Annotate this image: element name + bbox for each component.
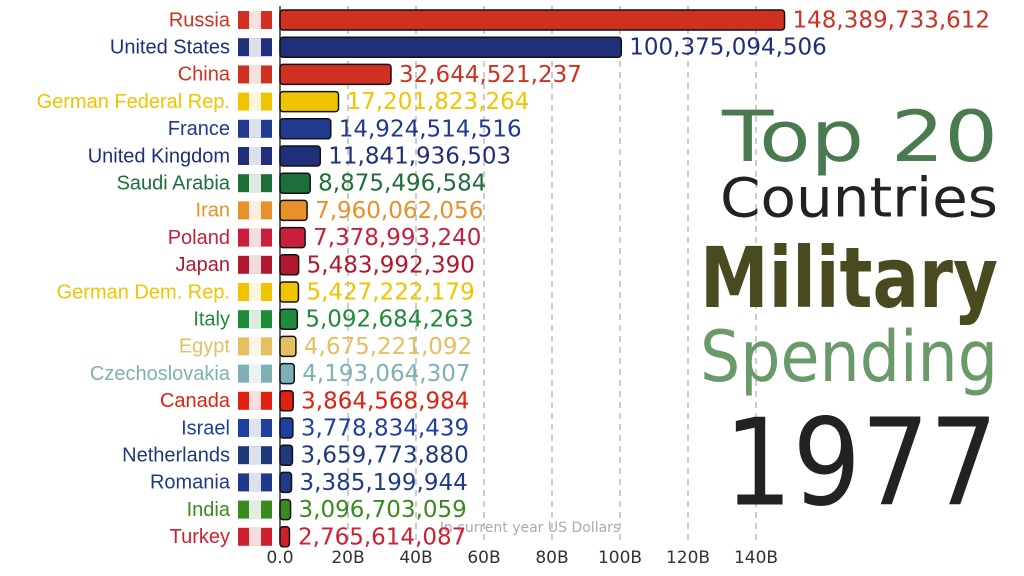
value-label: 148,389,733,612 bbox=[793, 8, 991, 34]
category-label: France bbox=[168, 118, 230, 140]
bar bbox=[279, 36, 623, 58]
category-label: Russia bbox=[169, 9, 231, 31]
flag-stripe bbox=[249, 201, 261, 220]
title-line: Spending bbox=[700, 316, 998, 398]
x-tick-label: 140B bbox=[734, 548, 778, 568]
category-label: German Federal Rep. bbox=[37, 91, 230, 113]
bar bbox=[279, 63, 392, 86]
bar bbox=[279, 498, 292, 521]
x-tick-label: 0.0 bbox=[266, 548, 293, 568]
category-label: China bbox=[178, 64, 231, 86]
title-line: Military bbox=[700, 229, 998, 327]
x-tick-label: 120B bbox=[666, 548, 710, 568]
flag-stripe bbox=[249, 38, 261, 57]
x-tick-label: 20B bbox=[331, 548, 364, 568]
title-line: Countries bbox=[720, 167, 998, 230]
flag-stripe bbox=[249, 255, 261, 274]
category-label: Czechoslovakia bbox=[90, 363, 231, 385]
value-label: 3,385,199,944 bbox=[300, 470, 468, 496]
value-label: 3,778,834,439 bbox=[301, 416, 469, 442]
category-label: German Dem. Rep. bbox=[57, 281, 230, 303]
flag-stripe bbox=[249, 527, 261, 546]
value-label: 14,924,514,516 bbox=[339, 116, 522, 142]
category-label: Turkey bbox=[170, 526, 230, 548]
value-label: 5,427,222,179 bbox=[306, 280, 474, 306]
flag-stripe bbox=[249, 500, 261, 519]
bar bbox=[279, 308, 299, 330]
bar bbox=[279, 172, 311, 194]
category-label: Iran bbox=[196, 200, 230, 222]
flag-stripe bbox=[249, 228, 261, 247]
value-label: 32,644,521,237 bbox=[399, 62, 582, 88]
category-label: Canada bbox=[160, 390, 231, 412]
flag-stripe bbox=[249, 419, 261, 437]
category-label: Netherlands bbox=[122, 444, 230, 466]
flag-stripe bbox=[249, 310, 261, 329]
x-tick-label: 80B bbox=[535, 548, 568, 568]
bar bbox=[279, 90, 340, 113]
bar bbox=[279, 362, 296, 385]
bar bbox=[279, 526, 291, 548]
flag-stripe bbox=[249, 473, 261, 492]
value-label: 4,675,221,092 bbox=[304, 334, 472, 360]
bar bbox=[279, 226, 306, 249]
category-label: United Kingdom bbox=[88, 145, 230, 167]
x-tick-label: 60B bbox=[467, 548, 500, 568]
category-label: Israel bbox=[181, 417, 230, 439]
flag-stripe bbox=[249, 65, 261, 84]
flag-stripe bbox=[249, 174, 261, 193]
value-label: 2,765,614,087 bbox=[298, 524, 466, 550]
year: 1977 bbox=[724, 395, 998, 534]
category-label: Egypt bbox=[179, 336, 231, 358]
value-label: 5,092,684,263 bbox=[305, 307, 473, 333]
flag-stripe bbox=[249, 337, 261, 356]
value-label: 7,960,062,056 bbox=[315, 198, 483, 224]
bar bbox=[279, 444, 294, 466]
value-label: 3,096,703,059 bbox=[299, 497, 467, 523]
flag-stripe bbox=[249, 119, 261, 138]
bar bbox=[279, 254, 300, 276]
flag-stripe bbox=[249, 391, 261, 410]
bar bbox=[279, 118, 332, 140]
category-label: United States bbox=[110, 36, 230, 58]
category-label: Romania bbox=[150, 472, 231, 494]
value-label: 8,875,496,584 bbox=[318, 171, 486, 197]
flag-stripe bbox=[249, 92, 261, 111]
flag-stripe bbox=[249, 446, 261, 465]
bar bbox=[279, 281, 300, 303]
value-label: 17,201,823,264 bbox=[346, 89, 529, 115]
value-label: 7,378,993,240 bbox=[313, 225, 481, 251]
bar bbox=[279, 199, 308, 222]
value-label: 4,193,064,307 bbox=[302, 361, 470, 387]
bar bbox=[279, 335, 297, 358]
flag-stripe bbox=[249, 364, 261, 383]
value-label: 100,375,094,506 bbox=[629, 35, 827, 61]
bar bbox=[279, 471, 293, 494]
flag-stripe bbox=[249, 147, 261, 165]
category-label: Italy bbox=[193, 308, 230, 330]
x-tick-label: 100B bbox=[598, 548, 642, 568]
value-label: 3,659,773,880 bbox=[300, 443, 468, 469]
bar bbox=[279, 417, 294, 439]
flag-stripe bbox=[249, 11, 261, 29]
x-axis-label: In current year US Dollars bbox=[440, 520, 620, 536]
value-label: 3,864,568,984 bbox=[301, 388, 469, 414]
bar bbox=[279, 9, 786, 31]
bar bbox=[279, 390, 294, 412]
category-label: India bbox=[187, 499, 231, 521]
x-tick-label: 40B bbox=[399, 548, 432, 568]
value-label: 11,841,936,503 bbox=[328, 144, 511, 170]
category-label: Saudi Arabia bbox=[117, 172, 231, 194]
flag-stripe bbox=[249, 283, 261, 301]
category-label: Japan bbox=[176, 254, 231, 276]
title-line: Top 20 bbox=[721, 96, 998, 178]
bar bbox=[279, 145, 322, 167]
value-label: 5,483,992,390 bbox=[307, 252, 475, 278]
category-label: Poland bbox=[168, 227, 230, 249]
